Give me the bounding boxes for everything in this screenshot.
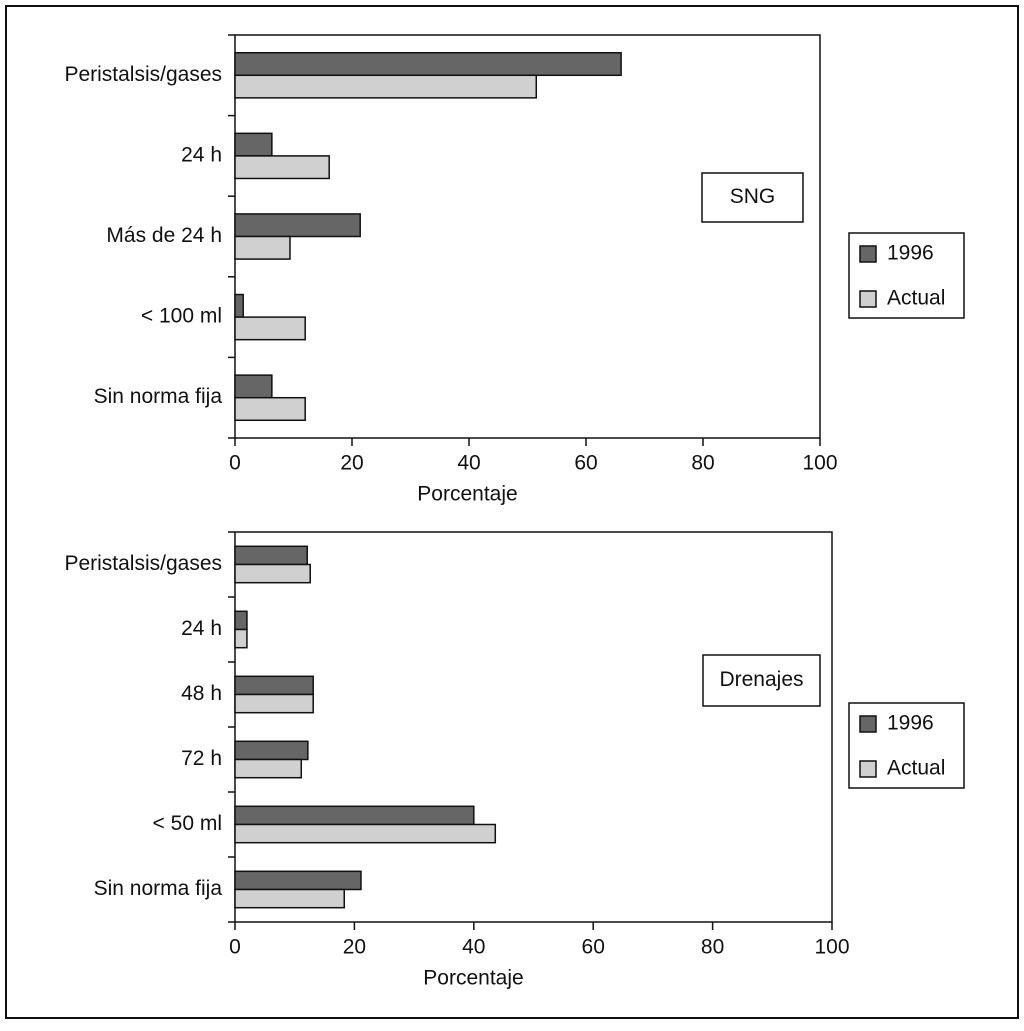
bar <box>234 805 475 826</box>
bar <box>234 610 248 631</box>
x-tick-label: 80 <box>701 936 724 959</box>
y-tick-label: 48 h <box>181 682 222 705</box>
bar <box>234 823 497 844</box>
bar <box>234 74 538 99</box>
legend-label: 1996 <box>887 242 934 265</box>
y-tick-label: Sin norma fija <box>94 385 223 408</box>
y-tick-label: Sin norma fija <box>94 877 223 900</box>
bar <box>234 132 273 157</box>
bar <box>234 563 311 584</box>
bar <box>234 740 309 761</box>
x-tick-label: 60 <box>582 936 605 959</box>
y-tick-label: 24 h <box>181 143 222 166</box>
bar <box>234 213 361 238</box>
x-tick-label: 100 <box>814 936 849 959</box>
bar <box>234 545 308 566</box>
x-tick-label: 40 <box>462 936 485 959</box>
bar <box>234 235 291 260</box>
bar <box>234 758 303 779</box>
bar <box>234 293 244 318</box>
x-tick-label: 60 <box>574 452 597 475</box>
annotation-box <box>702 654 821 707</box>
bar <box>234 51 622 77</box>
bar <box>234 316 306 341</box>
legend-label: Actual <box>887 757 945 780</box>
y-tick-label: < 100 ml <box>141 305 222 328</box>
legend-swatch <box>859 290 877 308</box>
x-axis-label: Porcentaje <box>423 967 523 990</box>
y-tick-label: < 50 ml <box>153 812 222 835</box>
legend-swatch <box>859 715 877 733</box>
x-tick-label: 40 <box>457 452 480 475</box>
frame <box>5 5 1019 1019</box>
bar <box>234 888 346 909</box>
annotation: Drenajes <box>719 668 803 691</box>
y-tick-label: Más de 24 h <box>106 224 222 247</box>
y-tick-label: 24 h <box>181 617 222 640</box>
bar <box>234 628 248 649</box>
legend-label: 1996 <box>887 712 934 735</box>
x-axis-label: Porcentaje <box>417 483 517 506</box>
bar <box>234 374 273 399</box>
y-tick-label: Peristalsis/gases <box>64 552 222 575</box>
bar <box>234 396 306 422</box>
x-tick-label: 20 <box>343 936 366 959</box>
x-tick-label: 0 <box>229 936 241 959</box>
x-tick-label: 20 <box>340 452 363 475</box>
legend-swatch <box>859 760 877 778</box>
bar <box>234 155 330 180</box>
bar <box>234 870 362 891</box>
y-tick-label: 72 h <box>181 747 222 770</box>
x-tick-label: 80 <box>691 452 714 475</box>
bar <box>234 693 314 714</box>
x-tick-label: 0 <box>229 452 241 475</box>
bar <box>234 675 314 696</box>
legend-label: Actual <box>887 287 945 310</box>
annotation: SNG <box>730 185 776 208</box>
legend-swatch <box>859 245 877 263</box>
y-tick-label: Peristalsis/gases <box>64 63 222 86</box>
annotation-box <box>701 172 804 223</box>
x-tick-label: 100 <box>802 452 837 475</box>
